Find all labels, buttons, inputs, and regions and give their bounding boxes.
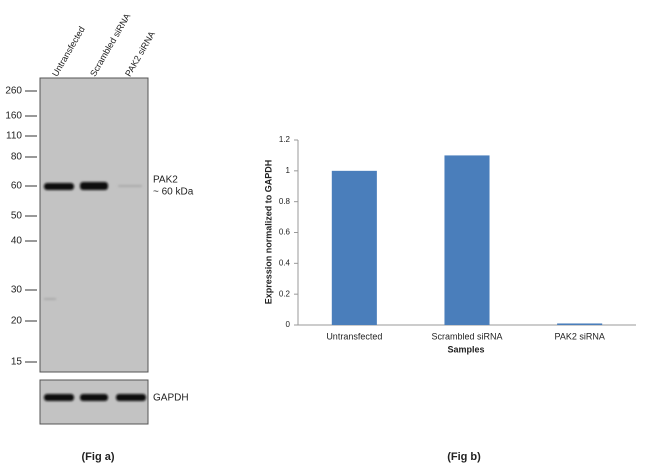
x-axis-label: Samples [447, 344, 484, 354]
marker-label: 15 [11, 357, 23, 368]
marker-label: 20 [11, 316, 23, 327]
y-tick-label: 1 [286, 166, 291, 175]
marker-label: 80 [11, 152, 23, 163]
bar [444, 155, 490, 325]
marker-label: 260 [5, 86, 22, 97]
y-tick-label: 1.2 [279, 135, 291, 144]
bar [331, 170, 377, 325]
marker-label: 30 [11, 285, 23, 296]
blot-panel [39, 77, 149, 373]
blot-bands [44, 182, 142, 300]
band-label: PAK2 [153, 175, 178, 186]
lane-label: Untransfected [50, 25, 87, 79]
y-tick-label: 0.6 [279, 228, 291, 237]
caption: (Fig a) [82, 451, 115, 463]
marker-label: 50 [11, 211, 23, 222]
marker-label: 40 [11, 236, 23, 247]
y-tick-label: 0.2 [279, 289, 291, 298]
marker-label: 60 [11, 181, 23, 192]
marker-label: 160 [5, 111, 22, 122]
x-tick-label: PAK2 siRNA [554, 331, 604, 341]
marker-label: 110 [6, 131, 22, 142]
loading-label: GAPDH [153, 393, 189, 404]
caption: (Fig b) [447, 451, 481, 463]
y-tick-label: 0.4 [279, 258, 291, 267]
y-tick-label: 0.8 [279, 197, 291, 206]
loading-panel [39, 379, 149, 425]
x-tick-label: Untransfected [326, 331, 382, 341]
lane-label: PAK2 siRNA [123, 30, 157, 79]
x-tick-label: Scrambled siRNA [431, 331, 502, 341]
y-axis-label: Expression normalized to GAPDH [263, 160, 273, 305]
loading-bands [44, 394, 146, 401]
band-size: ~ 60 kDa [153, 187, 194, 198]
bar [557, 323, 603, 325]
y-tick-label: 0 [286, 320, 291, 329]
